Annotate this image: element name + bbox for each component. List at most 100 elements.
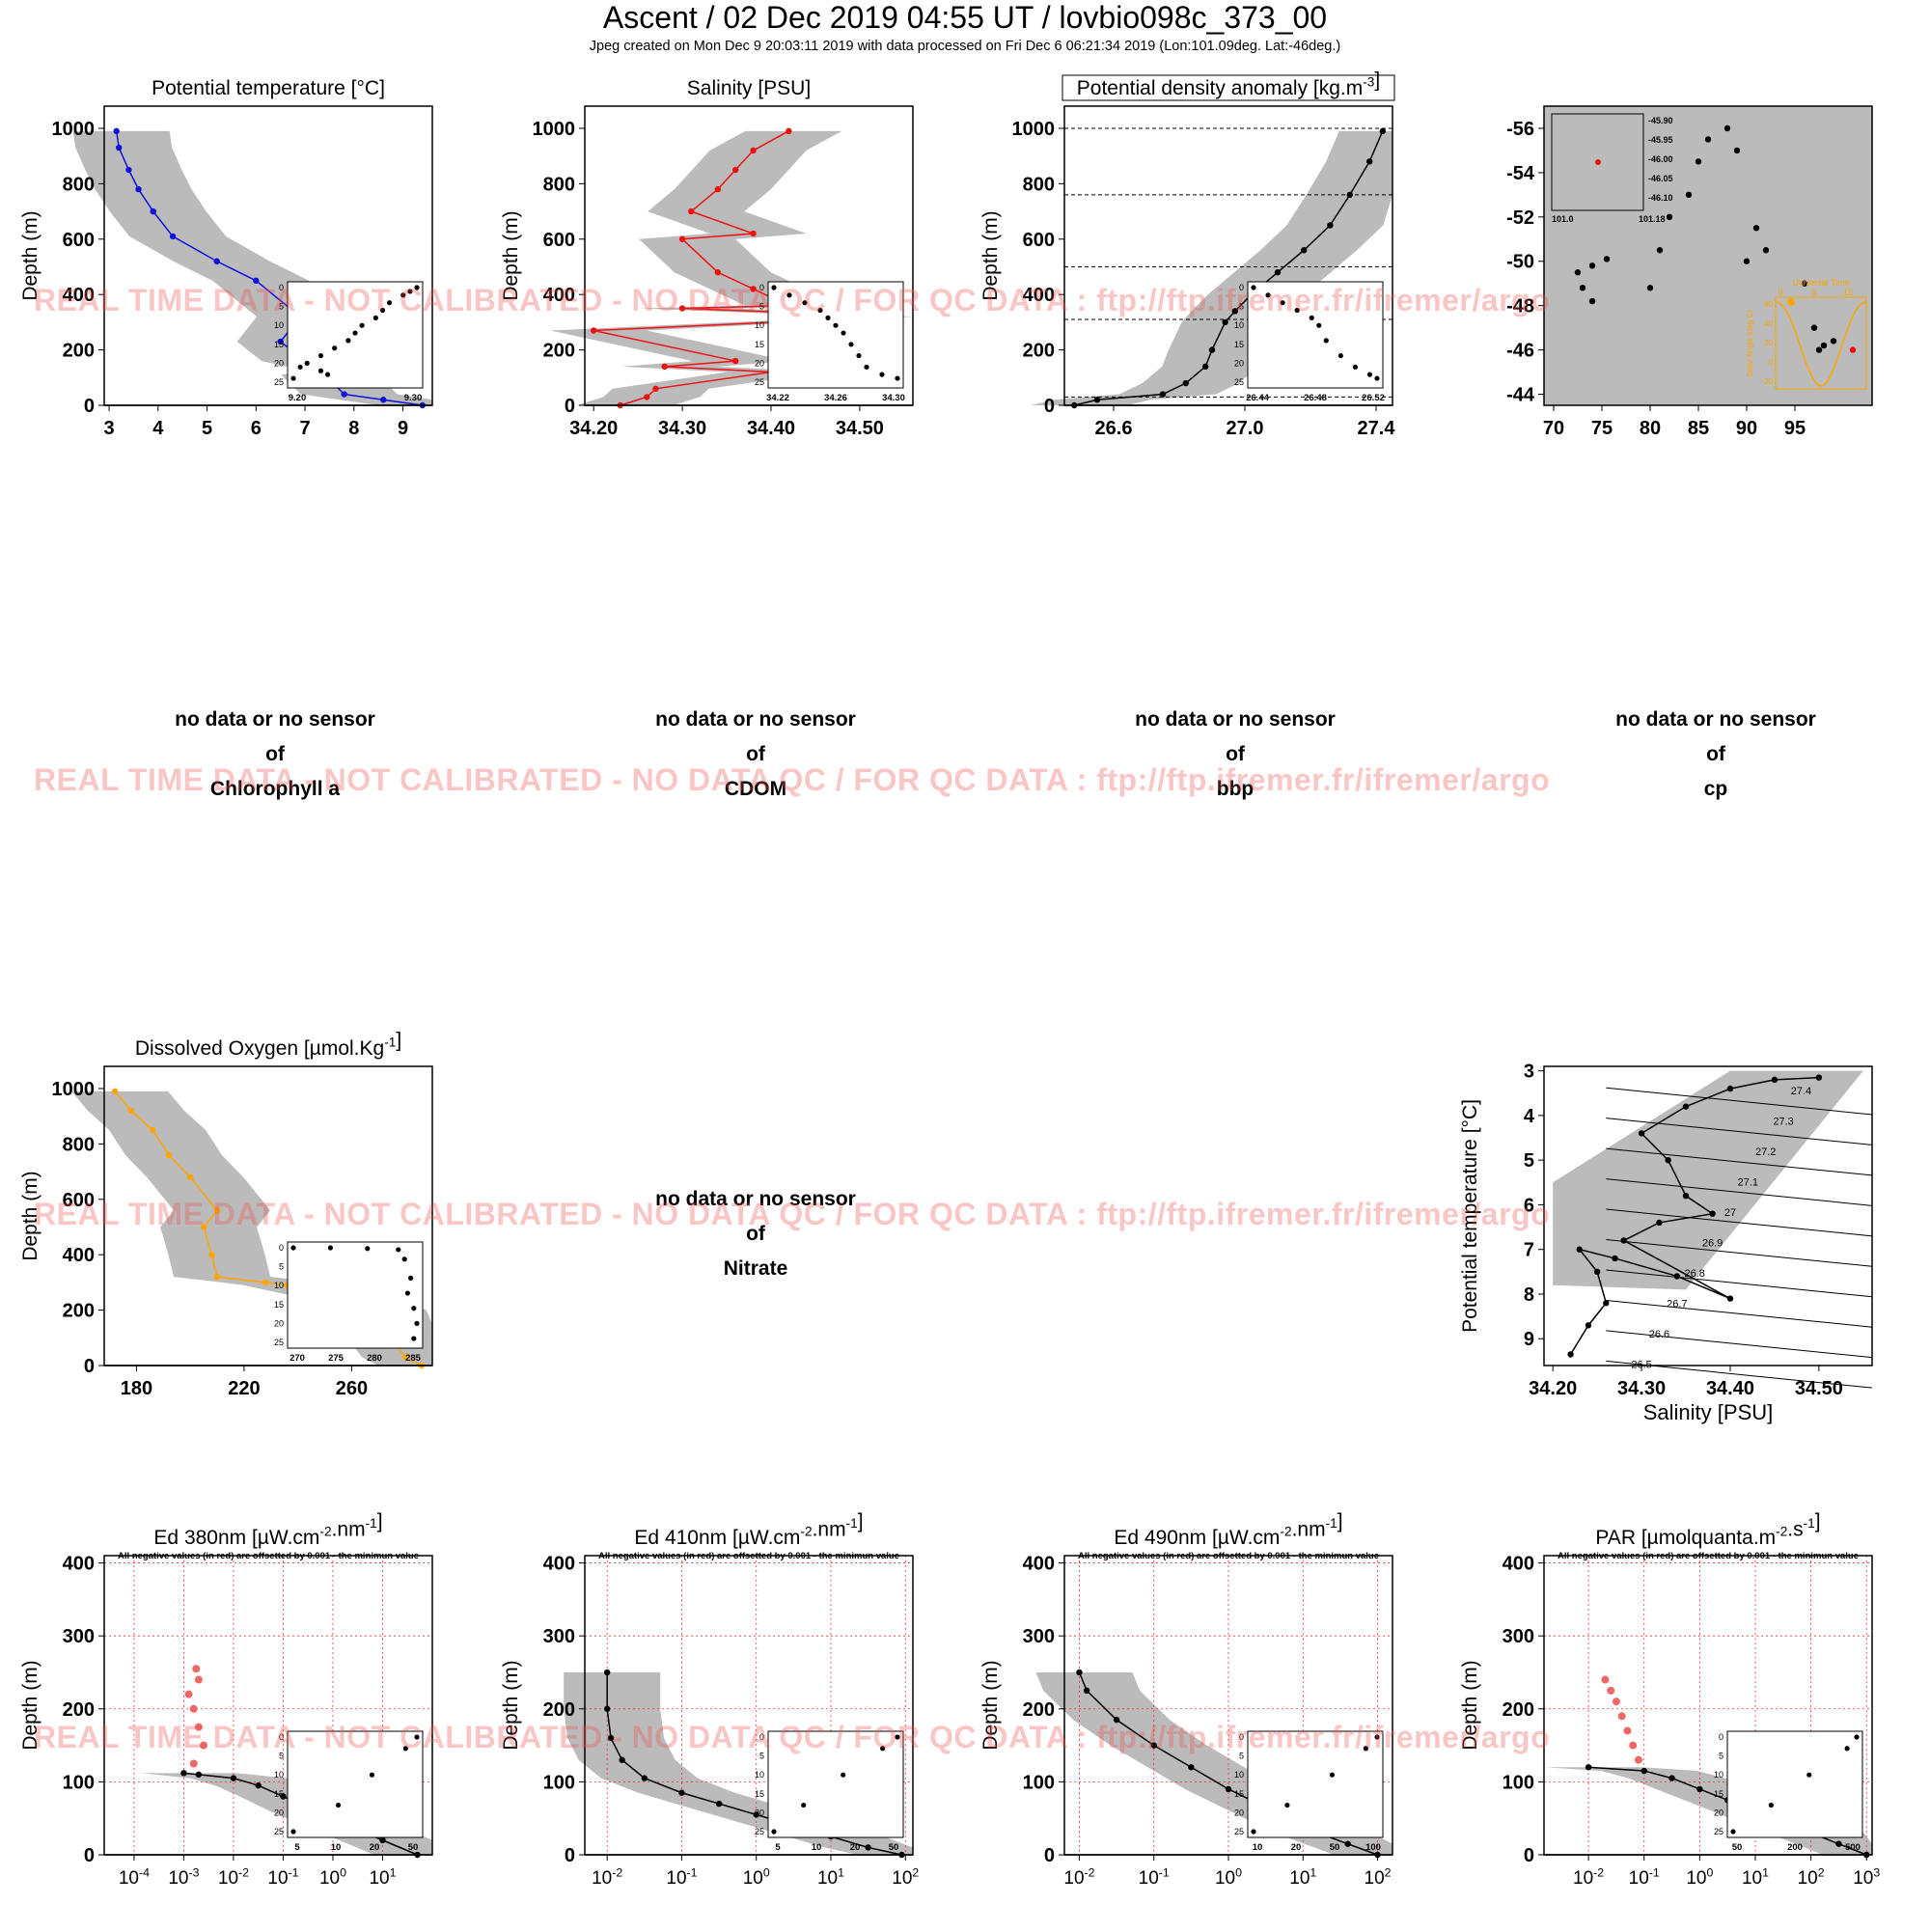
data-point — [1666, 213, 1673, 221]
negative-point — [189, 1759, 198, 1768]
y-tick-label: 200 — [63, 1699, 95, 1721]
inset-x-label: 26.44 — [1246, 393, 1269, 403]
nodata-text: no data or no sensor — [655, 708, 856, 731]
x-tick-label: 6 — [251, 418, 262, 439]
inset-point — [1768, 1802, 1774, 1808]
y-axis-label: Depth (m) — [500, 210, 522, 300]
data-point — [607, 1734, 615, 1742]
inset-y-label: 25 — [274, 1827, 284, 1836]
inset-y-label: 20 — [1234, 1808, 1244, 1817]
chart-trajectory-map: -44 -46 -48 -50 -52 -54 -56 70 75 80 85 90 95 -45.90-… — [1506, 105, 1873, 439]
sun-marker — [1787, 298, 1795, 306]
y-tick-label: 7 — [1524, 1240, 1534, 1261]
negative-note: All negative values (in red) are offsett… — [598, 1551, 899, 1561]
inset-x-label: 5 — [294, 1842, 300, 1853]
data-point — [1682, 1103, 1690, 1110]
inset-point — [864, 364, 869, 370]
isopycnal-label: 27.1 — [1738, 1177, 1758, 1189]
inset-point — [290, 375, 296, 381]
location-y-label: -45.95 — [1648, 135, 1673, 145]
inset-y-label: 10 — [755, 1770, 764, 1780]
inset-y-label: 5 — [1239, 302, 1244, 312]
x-tick-label: 4 — [152, 418, 164, 439]
inset-point — [297, 364, 303, 370]
data-point — [280, 1793, 287, 1800]
data-point — [678, 235, 686, 242]
inset-point — [1806, 1772, 1812, 1778]
x-tick-label: 10-4 — [119, 1865, 150, 1889]
isopycnal-line — [1606, 1269, 1873, 1298]
location-x-label: 101.0 — [1552, 214, 1574, 224]
inset-y-label: 20 — [1234, 358, 1244, 368]
data-point — [169, 233, 177, 240]
y-tick-label: 200 — [1023, 1699, 1055, 1721]
inset-x-label: 10 — [812, 1842, 822, 1853]
y-tick-label: 100 — [1023, 1772, 1055, 1793]
inset-point — [365, 1246, 371, 1252]
data-point — [1274, 269, 1282, 276]
data-point — [1695, 158, 1702, 165]
inset-frame — [287, 1241, 424, 1349]
inset-point — [414, 285, 420, 290]
negative-point — [192, 1665, 201, 1673]
y-axis-label: Depth (m) — [19, 210, 41, 300]
inset-point — [407, 289, 413, 294]
data-point — [1743, 258, 1751, 264]
isopycnal-line — [1606, 1330, 1873, 1359]
y-tick-label: -56 — [1506, 119, 1534, 140]
inset-x-label: 50 — [408, 1842, 419, 1853]
data-point — [213, 1273, 221, 1281]
inset-y-label: 15 — [755, 340, 764, 349]
location-x-label: 101.18 — [1639, 214, 1666, 224]
inset-frame — [767, 281, 904, 389]
y-tick-label: -52 — [1506, 207, 1534, 229]
chart-area: 26.526.626.726.826.92727.127.227.327.434… — [1459, 1062, 1873, 1424]
inset-y-label: 15 — [274, 1300, 284, 1310]
sun-y-label: 20 — [1764, 339, 1773, 347]
inset-x-label: 26.52 — [1362, 393, 1385, 403]
inset-x-label: 270 — [290, 1353, 305, 1364]
y-tick-label: 3 — [1524, 1062, 1534, 1083]
inset-y-label: 15 — [1714, 1789, 1723, 1799]
map-background — [1544, 106, 1872, 405]
negative-point — [1629, 1741, 1638, 1750]
inset-y-label: 15 — [274, 340, 284, 349]
x-tick-label: 10-2 — [1063, 1865, 1094, 1889]
nodata-text: no data or no sensor — [1615, 708, 1816, 731]
inset-point — [411, 1306, 417, 1311]
sun-frame — [1775, 296, 1867, 390]
inset-y-label: 0 — [279, 1243, 284, 1253]
x-tick-label: 10-1 — [666, 1865, 697, 1889]
y-tick-label: 400 — [1023, 285, 1055, 306]
chart-title: Dissolved Oxygen [µmol.Kg-1] — [135, 1030, 401, 1060]
y-axis-label: Depth (m) — [1459, 1660, 1481, 1750]
data-point — [1588, 297, 1596, 305]
x-tick-label: 27.0 — [1227, 418, 1264, 439]
inset-point — [1309, 315, 1314, 320]
plot-frame — [1543, 105, 1873, 406]
inset-x-label: 200 — [1787, 1842, 1803, 1853]
data-point — [865, 1844, 871, 1851]
profile-line — [1569, 1076, 1819, 1355]
y-tick-label: 6 — [1524, 1195, 1534, 1216]
inset-point — [372, 315, 378, 320]
isopycnal-line — [1606, 1239, 1873, 1267]
negative-point — [1617, 1712, 1626, 1721]
inset-point — [1265, 292, 1271, 298]
data-point — [619, 1756, 625, 1763]
location-point — [1595, 159, 1601, 165]
inset-point — [1374, 375, 1380, 381]
sun-x-label: 0 — [1778, 288, 1782, 297]
data-point — [1620, 1237, 1627, 1244]
y-tick-label: 100 — [63, 1772, 95, 1793]
inset-y-label: 25 — [274, 1338, 284, 1347]
data-point — [253, 277, 260, 285]
inset-x-label: 10 — [1253, 1842, 1263, 1853]
x-tick-label: 100 — [1215, 1865, 1242, 1889]
inset-point — [345, 338, 351, 344]
y-tick-label: 0 — [565, 1845, 575, 1866]
inset-y-label: 20 — [755, 1808, 764, 1817]
